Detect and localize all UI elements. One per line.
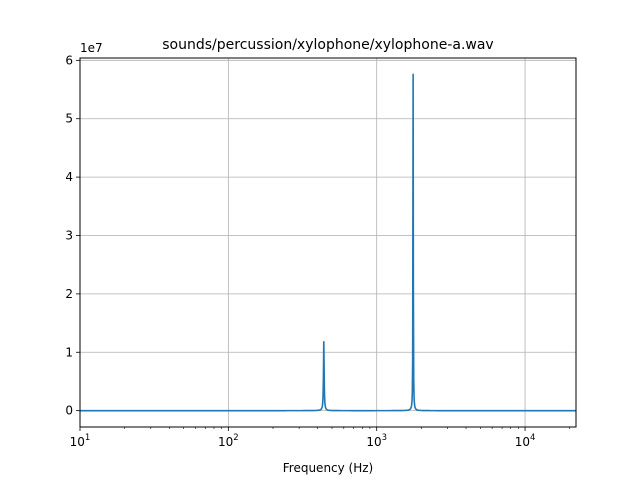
x-tick-exponent: 3 bbox=[382, 433, 387, 443]
y-tick-label: 0 bbox=[65, 404, 73, 418]
y-tick-label: 3 bbox=[65, 228, 73, 242]
x-tick-exponent: 4 bbox=[530, 433, 535, 443]
y-tick-label: 6 bbox=[65, 53, 73, 67]
x-tick-label: 103 bbox=[366, 433, 387, 449]
y-offset-label: 1e7 bbox=[80, 41, 103, 55]
x-axis-label: Frequency (Hz) bbox=[283, 461, 374, 475]
x-tick-base: 10 bbox=[366, 435, 381, 449]
x-tick-base: 10 bbox=[70, 435, 85, 449]
x-tick-exponent: 2 bbox=[233, 433, 238, 443]
x-tick-label: 101 bbox=[70, 433, 91, 449]
x-axis-ticks: 101 102 103 104 bbox=[70, 427, 571, 449]
x-tick-base: 10 bbox=[515, 435, 530, 449]
x-tick-label: 102 bbox=[218, 433, 239, 449]
y-tick-label: 5 bbox=[65, 112, 73, 126]
x-tick-label: 104 bbox=[515, 433, 536, 449]
y-tick-label: 1 bbox=[65, 345, 73, 359]
y-axis-ticks: 0 1 2 3 4 5 6 bbox=[65, 53, 80, 418]
y-tick-label: 2 bbox=[65, 287, 73, 301]
y-tick-label: 4 bbox=[65, 170, 73, 184]
x-tick-base: 10 bbox=[218, 435, 233, 449]
plot-frame bbox=[79, 57, 577, 428]
spectrum-line bbox=[79, 73, 577, 412]
chart-title: sounds/percussion/xylophone/xylophone-a.… bbox=[162, 37, 493, 53]
x-tick-exponent: 1 bbox=[85, 433, 90, 443]
series-layer bbox=[79, 73, 577, 412]
